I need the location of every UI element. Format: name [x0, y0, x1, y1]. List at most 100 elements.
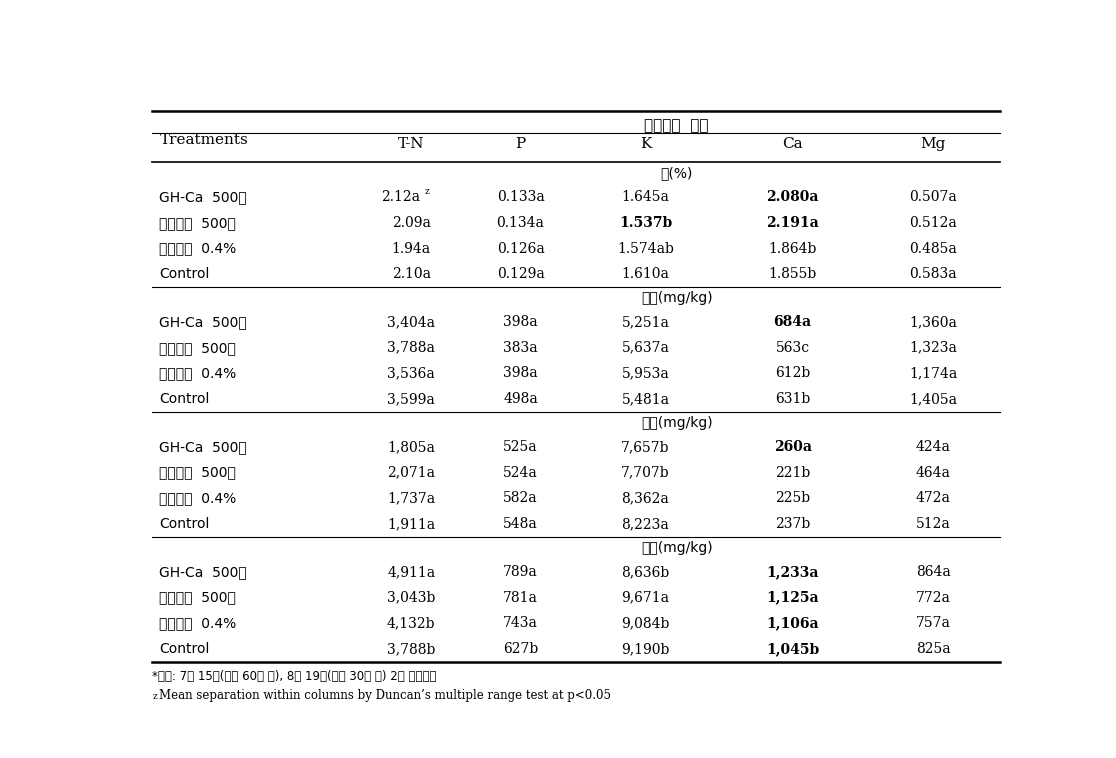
Text: 0.134a: 0.134a [497, 216, 545, 230]
Text: 825a: 825a [916, 642, 951, 656]
Text: 과심(mg/kg): 과심(mg/kg) [641, 541, 712, 555]
Text: 424a: 424a [916, 440, 951, 454]
Text: 789a: 789a [503, 565, 538, 579]
Text: 1,323a: 1,323a [910, 341, 958, 355]
Text: 1,737a: 1,737a [387, 491, 435, 506]
Text: 1.645a: 1.645a [622, 190, 670, 204]
Text: 563c: 563c [776, 341, 810, 355]
Text: GH-Ca  500배: GH-Ca 500배 [160, 565, 247, 579]
Text: 684a: 684a [773, 315, 811, 329]
Text: 525a: 525a [503, 440, 538, 454]
Text: Mg: Mg [921, 136, 946, 151]
Text: 시판칼슘  500배: 시판칼슘 500배 [160, 465, 237, 480]
Text: 772a: 772a [916, 590, 951, 605]
Text: 524a: 524a [503, 465, 538, 480]
Text: 1.855b: 1.855b [769, 268, 817, 281]
Text: 2.080a: 2.080a [767, 190, 819, 204]
Text: 0.485a: 0.485a [910, 242, 958, 255]
Text: 염화칼슘  0.4%: 염화칼슘 0.4% [160, 242, 237, 255]
Text: 398a: 398a [503, 315, 538, 329]
Text: 1,405a: 1,405a [910, 392, 958, 406]
Text: 과육(mg/kg): 과육(mg/kg) [641, 416, 712, 430]
Text: 무기성분  농도: 무기성분 농도 [644, 118, 709, 133]
Text: 582a: 582a [503, 491, 538, 506]
Text: *처리: 7월 15일(수확 60일 전), 8월 19일(수확 30일 전) 2회 수관살포: *처리: 7월 15일(수확 60일 전), 8월 19일(수확 30일 전) … [153, 670, 437, 683]
Text: 757a: 757a [916, 616, 951, 630]
Text: 3,404a: 3,404a [387, 315, 435, 329]
Text: Mean separation within columns by Duncan’s multiple range test at p<0.05: Mean separation within columns by Duncan… [160, 689, 612, 702]
Text: 237b: 237b [775, 517, 810, 531]
Text: 1,805a: 1,805a [387, 440, 435, 454]
Text: 9,084b: 9,084b [622, 616, 670, 630]
Text: 3,536a: 3,536a [387, 366, 435, 381]
Text: 631b: 631b [775, 392, 810, 406]
Text: 엽(%): 엽(%) [661, 166, 693, 180]
Text: Ca: Ca [782, 136, 802, 151]
Text: 8,636b: 8,636b [622, 565, 670, 579]
Text: 2.191a: 2.191a [767, 216, 819, 230]
Text: GH-Ca  500배: GH-Ca 500배 [160, 190, 247, 204]
Text: 5,953a: 5,953a [622, 366, 670, 381]
Text: 612b: 612b [775, 366, 810, 381]
Text: 9,190b: 9,190b [622, 642, 670, 656]
Text: 0.126a: 0.126a [497, 242, 545, 255]
Text: 1.610a: 1.610a [622, 268, 670, 281]
Text: z: z [424, 187, 430, 196]
Text: 512a: 512a [916, 517, 951, 531]
Text: Control: Control [160, 392, 210, 406]
Text: 383a: 383a [503, 341, 538, 355]
Text: 염화칼슘  0.4%: 염화칼슘 0.4% [160, 616, 237, 630]
Text: 498a: 498a [503, 392, 538, 406]
Text: 1.94a: 1.94a [392, 242, 431, 255]
Text: 9,671a: 9,671a [622, 590, 670, 605]
Text: 1,106a: 1,106a [767, 616, 819, 630]
Text: 4,132b: 4,132b [387, 616, 435, 630]
Text: GH-Ca  500배: GH-Ca 500배 [160, 440, 247, 454]
Text: Control: Control [160, 268, 210, 281]
Text: 8,223a: 8,223a [622, 517, 670, 531]
Text: 1,233a: 1,233a [767, 565, 819, 579]
Text: 0.583a: 0.583a [910, 268, 958, 281]
Text: 5,251a: 5,251a [622, 315, 670, 329]
Text: 864a: 864a [916, 565, 951, 579]
Text: Control: Control [160, 517, 210, 531]
Text: 시판칼슘  500배: 시판칼슘 500배 [160, 590, 237, 605]
Text: 염화칼슘  0.4%: 염화칼슘 0.4% [160, 491, 237, 506]
Text: 221b: 221b [775, 465, 810, 480]
Text: 0.512a: 0.512a [910, 216, 958, 230]
Text: 염화칼슘  0.4%: 염화칼슘 0.4% [160, 366, 237, 381]
Text: 5,481a: 5,481a [622, 392, 670, 406]
Text: 0.507a: 0.507a [910, 190, 958, 204]
Text: 과피(mg/kg): 과피(mg/kg) [641, 291, 712, 305]
Text: 7,657b: 7,657b [622, 440, 670, 454]
Text: P: P [516, 136, 526, 151]
Text: 1.537b: 1.537b [618, 216, 672, 230]
Text: 398a: 398a [503, 366, 538, 381]
Text: 1,174a: 1,174a [910, 366, 958, 381]
Text: Treatments: Treatments [160, 133, 248, 147]
Text: 시판칼슘  500배: 시판칼슘 500배 [160, 341, 237, 355]
Text: 548a: 548a [503, 517, 538, 531]
Text: 8,362a: 8,362a [622, 491, 670, 506]
Text: 260a: 260a [773, 440, 811, 454]
Text: 2.09a: 2.09a [392, 216, 431, 230]
Text: 1,125a: 1,125a [767, 590, 819, 605]
Text: 464a: 464a [916, 465, 951, 480]
Text: 1.864b: 1.864b [769, 242, 817, 255]
Text: 1,911a: 1,911a [387, 517, 435, 531]
Text: 시판칼슘  500배: 시판칼슘 500배 [160, 216, 237, 230]
Text: 627b: 627b [503, 642, 538, 656]
Text: 2.10a: 2.10a [392, 268, 431, 281]
Text: 0.129a: 0.129a [497, 268, 545, 281]
Text: 743a: 743a [503, 616, 538, 630]
Text: 3,788b: 3,788b [387, 642, 435, 656]
Text: z: z [153, 691, 157, 700]
Text: 1.574ab: 1.574ab [617, 242, 674, 255]
Text: T-N: T-N [398, 136, 424, 151]
Text: 3,599a: 3,599a [387, 392, 435, 406]
Text: 781a: 781a [503, 590, 538, 605]
Text: 225b: 225b [776, 491, 810, 506]
Text: 3,788a: 3,788a [387, 341, 435, 355]
Text: 3,043b: 3,043b [387, 590, 435, 605]
Text: 5,637a: 5,637a [622, 341, 670, 355]
